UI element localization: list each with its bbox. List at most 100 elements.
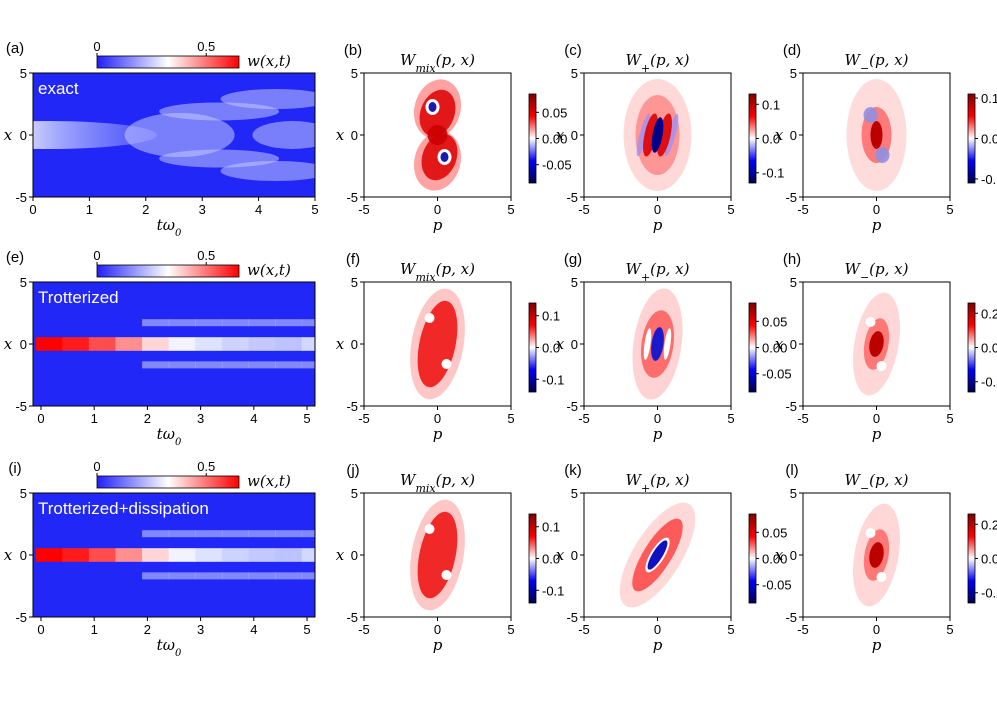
- negative-spot: [441, 359, 452, 369]
- trotter-side-band: [168, 530, 196, 538]
- y-tick-label: 0: [20, 548, 27, 563]
- y-axis-label: x: [336, 335, 345, 353]
- nodal-line: [643, 328, 652, 360]
- trotter-slice: [168, 337, 196, 351]
- colorbar: [96, 475, 240, 489]
- negative-spot: [424, 313, 435, 323]
- x-tick-label: 5: [727, 411, 734, 426]
- positive-stripe: [657, 113, 672, 157]
- negative-stripe: [664, 113, 679, 157]
- y-axis-label: x: [775, 335, 784, 353]
- y-tick-label: 0: [571, 548, 578, 563]
- trotter-slice: [221, 548, 249, 562]
- x-axis-label: tω0: [157, 636, 182, 659]
- colorbar: [967, 302, 976, 393]
- nodal-line: [663, 328, 672, 360]
- y-tick-label: -5: [785, 399, 797, 414]
- colorbar-tick-label: 0.0: [981, 132, 997, 147]
- x-axis-label: p: [433, 216, 443, 234]
- x-tick-label: 5: [303, 622, 310, 637]
- colorbar-tick-label: 0.1: [542, 309, 560, 324]
- negative-core: [651, 117, 664, 153]
- colorbar-tick-label: 0.0: [981, 341, 997, 356]
- panel-label: (d): [783, 42, 801, 59]
- negative-spot: [863, 107, 878, 123]
- inset-label: exact: [38, 79, 79, 98]
- panel-g: 5 0 -5-5 0 5 p x W+(p, x) (g) 0.05 0.00 -0.05: [556, 251, 792, 443]
- trotter-slice: [35, 548, 63, 562]
- colorbar-tick-label: 0.0: [762, 132, 780, 147]
- colorbar-tick-label: 0.0: [542, 341, 560, 356]
- y-tick-label: -5: [346, 610, 358, 625]
- colorbar: [96, 55, 240, 69]
- colorbar-tick-label: -0.05: [762, 367, 792, 382]
- x-tick-label: 0: [873, 202, 880, 217]
- y-tick-label: -5: [566, 190, 578, 205]
- trotter-side-band: [301, 361, 315, 369]
- y-tick-label: 0: [571, 337, 578, 352]
- colorbar-tick-label: 0.2: [981, 306, 997, 321]
- y-axis-label: x: [556, 126, 565, 144]
- negative-spot: [876, 361, 887, 371]
- colorbar-tick-label: 0: [93, 39, 100, 54]
- panel-label: (l): [785, 462, 798, 479]
- colorbar-tick-label: 0.00: [762, 552, 787, 567]
- colorbar: [967, 93, 976, 184]
- x-tick-label: -5: [578, 411, 590, 426]
- x-tick-label: -5: [578, 622, 590, 637]
- inset-label: Trotterized+dissipation: [38, 499, 209, 518]
- heatmap-field: [33, 493, 315, 617]
- colorbar: [748, 513, 757, 604]
- x-tick-label: 0: [29, 202, 36, 217]
- negative-spot: [865, 317, 876, 327]
- x-tick-label: -5: [578, 202, 590, 217]
- wigner-field: [853, 292, 900, 396]
- x-tick-label: 5: [507, 411, 514, 426]
- panel-label: (c): [564, 42, 582, 59]
- y-tick-label: 5: [351, 66, 358, 81]
- y-tick-label: 0: [20, 128, 27, 143]
- panel-title: W−(p, x): [845, 51, 909, 75]
- y-axis-label: x: [4, 126, 13, 144]
- y-axis-label: x: [336, 546, 345, 564]
- trotter-slice: [115, 548, 143, 562]
- x-tick-label: 4: [250, 411, 257, 426]
- y-tick-label: 0: [351, 128, 358, 143]
- panel-label: (e): [6, 249, 24, 266]
- x-tick-label: 0: [654, 411, 661, 426]
- trotter-slice: [221, 337, 249, 351]
- panel-j: 5 0 -5-5 0 5 p x Wmix(p, x) (j) 0.1 0.0 -0.1: [336, 462, 565, 654]
- y-tick-label: 5: [20, 275, 27, 290]
- x-tick-label: 0: [873, 622, 880, 637]
- negative-spot: [428, 102, 437, 112]
- trotter-slice: [88, 337, 116, 351]
- panel-title: Wmix(p, x): [400, 471, 475, 495]
- wigner-field: [623, 79, 692, 191]
- y-tick-label: -5: [785, 610, 797, 625]
- panel-title: W−(p, x): [845, 260, 909, 284]
- trotter-side-band: [142, 319, 170, 327]
- x-axis-label: p: [653, 425, 663, 443]
- panel-label: (a): [6, 40, 24, 57]
- panel-label: (k): [564, 462, 582, 479]
- trotter-side-band: [248, 530, 276, 538]
- y-tick-label: -5: [346, 399, 358, 414]
- x-tick-label: -5: [797, 622, 809, 637]
- negative-spot: [865, 528, 876, 538]
- y-axis-label: x: [556, 546, 565, 564]
- trotter-slice: [248, 548, 276, 562]
- colorbar-tick-label: -0.1: [542, 372, 564, 387]
- x-tick-label: 1: [86, 202, 93, 217]
- x-tick-label: 3: [197, 622, 204, 637]
- trotter-side-band: [221, 530, 249, 538]
- trotter-slice: [301, 548, 315, 562]
- x-axis-label: p: [872, 636, 882, 654]
- spread-band: [124, 113, 235, 157]
- x-axis-label: p: [872, 425, 882, 443]
- trotter-side-band: [195, 530, 223, 538]
- x-axis-label: p: [433, 636, 443, 654]
- trotter-side-band: [301, 319, 315, 327]
- positive-core: [869, 331, 884, 357]
